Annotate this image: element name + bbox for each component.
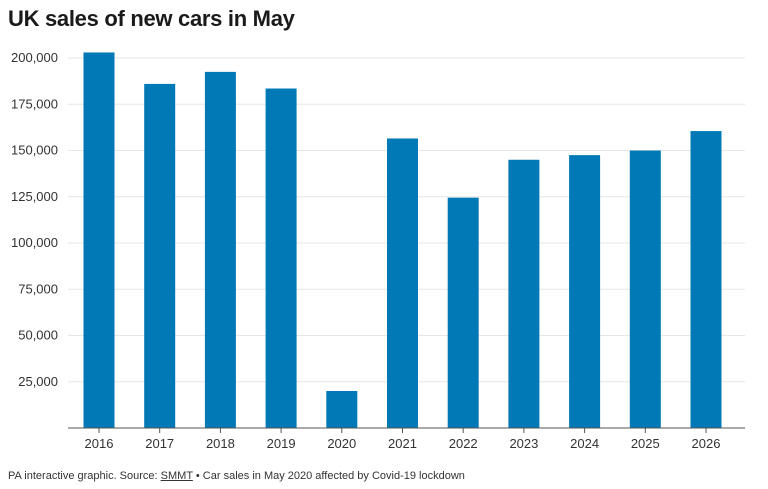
x-tick-label: 2025 (631, 436, 660, 451)
y-tick-label: 75,000 (18, 281, 58, 296)
bar-2023 (508, 159, 540, 428)
bar-2024 (569, 155, 601, 428)
y-axis-tick-labels: 25,000 50,000 75,000 100,000 125,000 150,000 1… (11, 50, 58, 389)
bar-2017 (144, 83, 176, 429)
x-tick-label: 2021 (388, 436, 417, 451)
x-tick-label: 2016 (85, 436, 114, 451)
x-tick-label: 2024 (570, 436, 599, 451)
bar-2021 (387, 138, 418, 428)
x-tick-label: 2026 (692, 436, 721, 451)
chart-title: UK sales of new cars in May (8, 6, 295, 31)
x-tick-label: 2020 (327, 436, 356, 451)
bars (83, 52, 722, 429)
bar-2018 (204, 71, 236, 428)
y-tick-label: 150,000 (11, 143, 58, 158)
source-link[interactable]: SMMT (160, 470, 193, 482)
bar-2025 (629, 150, 661, 428)
bar-2020 (326, 391, 358, 428)
y-tick-label: 175,000 (11, 96, 58, 111)
footer-prefix: PA interactive graphic. Source: (8, 470, 161, 482)
x-tick-label: 2023 (509, 436, 538, 451)
bar-2016 (83, 52, 115, 428)
y-tick-label: 125,000 (11, 189, 58, 204)
y-tick-label: 200,000 (11, 50, 58, 65)
y-tick-label: 100,000 (11, 235, 58, 250)
x-tick-label: 2018 (206, 436, 235, 451)
footer-note-text: • Car sales in May 2020 affected by Covi… (192, 470, 465, 482)
x-axis-tick-labels: 2016 2017 2018 2019 2020 2021 2022 2023 2024 2025… (85, 428, 721, 451)
bar-2026 (690, 131, 722, 428)
bar-2019 (265, 88, 297, 429)
x-tick-label: 2019 (267, 436, 296, 451)
y-tick-label: 25,000 (18, 374, 58, 389)
bar-2022 (447, 197, 479, 428)
y-tick-label: 50,000 (18, 328, 58, 343)
x-tick-label: 2017 (145, 436, 174, 451)
x-tick-label: 2022 (449, 436, 478, 451)
footer-note: PA interactive graphic. Source: SMMT • C… (8, 470, 465, 482)
